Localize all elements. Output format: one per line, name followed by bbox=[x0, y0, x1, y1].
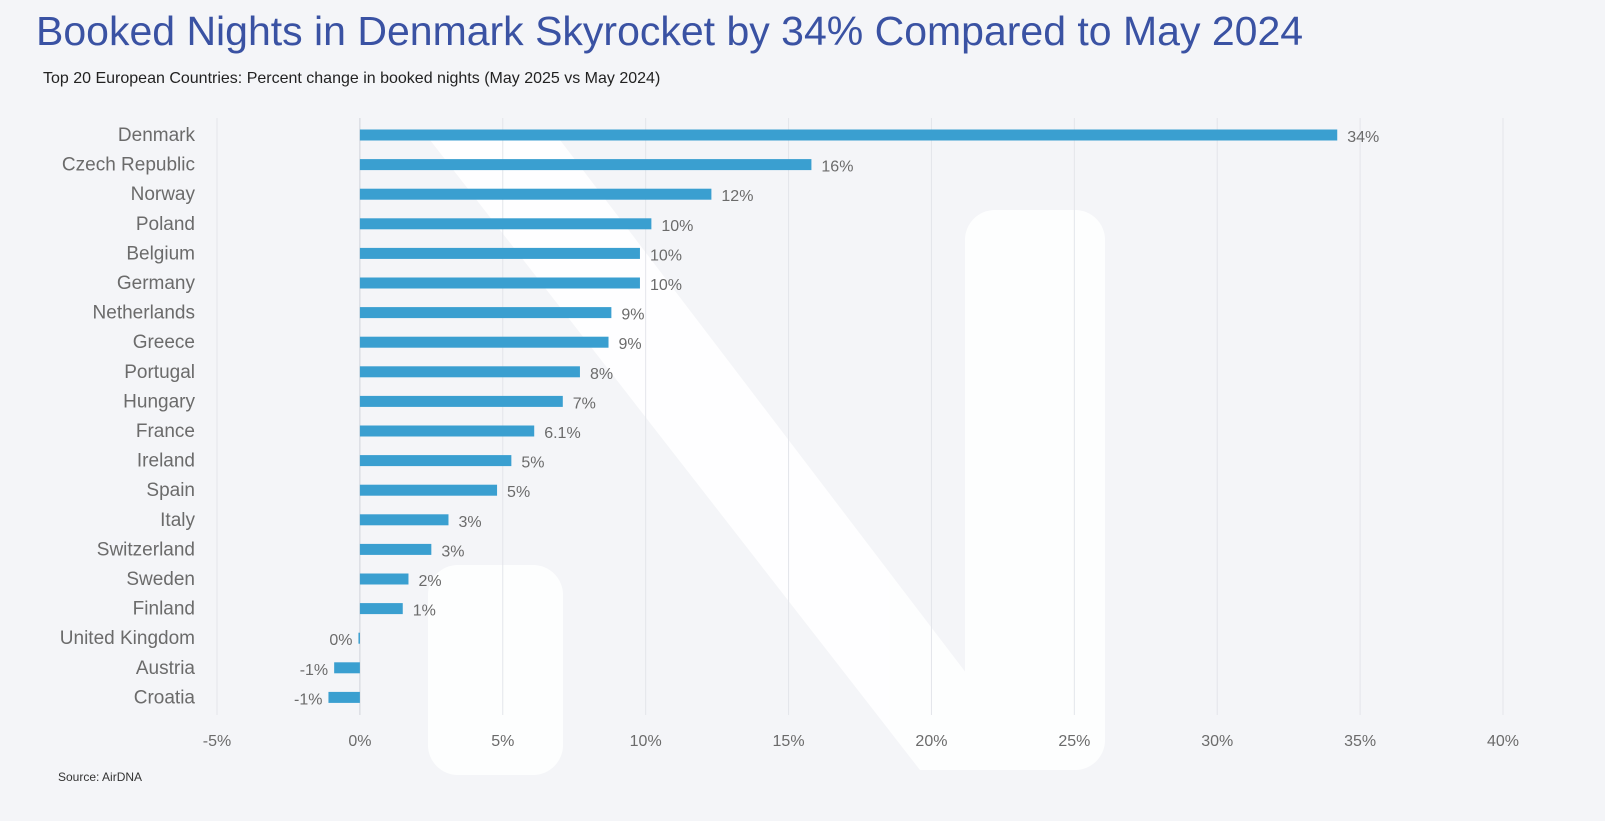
category-label: Germany bbox=[117, 273, 196, 294]
bar bbox=[359, 395, 563, 407]
x-tick-label: 35% bbox=[1344, 733, 1376, 750]
data-label: -1% bbox=[300, 662, 328, 679]
category-label: Ireland bbox=[137, 451, 195, 472]
data-label: 12% bbox=[721, 188, 753, 205]
bar bbox=[359, 218, 652, 230]
chart-subtitle: Top 20 European Countries: Percent chang… bbox=[43, 70, 661, 87]
data-label: 5% bbox=[521, 455, 544, 472]
data-label: 3% bbox=[441, 543, 464, 560]
bar bbox=[359, 129, 1338, 141]
category-label: Norway bbox=[131, 184, 196, 205]
category-label: Austria bbox=[136, 658, 196, 679]
bar bbox=[359, 425, 535, 437]
bar bbox=[359, 455, 512, 467]
x-tick-label: 25% bbox=[1058, 733, 1090, 750]
category-label: Croatia bbox=[134, 687, 196, 708]
category-label: Greece bbox=[133, 332, 195, 353]
data-label: 7% bbox=[573, 395, 596, 412]
bar bbox=[359, 336, 609, 348]
category-label: Switzerland bbox=[97, 539, 195, 560]
category-label: Poland bbox=[136, 214, 195, 235]
data-label: 9% bbox=[619, 336, 642, 353]
category-label: Finland bbox=[133, 599, 195, 620]
bar bbox=[359, 307, 612, 319]
data-label: 16% bbox=[821, 159, 853, 176]
bar bbox=[359, 159, 812, 171]
data-label: 6.1% bbox=[544, 425, 580, 442]
bar bbox=[359, 247, 640, 259]
category-label: Spain bbox=[146, 480, 195, 501]
category-label: Sweden bbox=[126, 569, 195, 590]
x-tick-label: 40% bbox=[1487, 733, 1519, 750]
x-tick-label: 10% bbox=[630, 733, 662, 750]
category-label: Portugal bbox=[124, 362, 195, 383]
category-label: Italy bbox=[160, 510, 195, 531]
x-tick-label: 20% bbox=[915, 733, 947, 750]
data-label: 1% bbox=[413, 603, 436, 620]
data-label: 34% bbox=[1347, 129, 1379, 146]
x-tick-label: -5% bbox=[203, 733, 231, 750]
category-label: Czech Republic bbox=[62, 155, 195, 176]
data-label: 8% bbox=[590, 366, 613, 383]
bar bbox=[334, 662, 360, 674]
data-label: 10% bbox=[650, 247, 682, 264]
bar bbox=[359, 366, 580, 378]
category-label: France bbox=[136, 421, 195, 442]
bar bbox=[328, 691, 360, 703]
data-label: 0% bbox=[329, 632, 352, 649]
bar bbox=[359, 603, 403, 615]
data-label: 10% bbox=[661, 218, 693, 235]
data-label: -1% bbox=[294, 691, 322, 708]
category-label: Netherlands bbox=[93, 303, 195, 324]
x-tick-label: 0% bbox=[348, 733, 371, 750]
bar bbox=[359, 573, 409, 585]
category-label: United Kingdom bbox=[60, 628, 195, 649]
data-label: 3% bbox=[458, 514, 481, 531]
bar bbox=[359, 484, 498, 496]
data-label: 5% bbox=[507, 484, 530, 501]
x-tick-label: 15% bbox=[773, 733, 805, 750]
data-label: 2% bbox=[418, 573, 441, 590]
source-note: Source: AirDNA bbox=[58, 770, 143, 784]
x-tick-label: 5% bbox=[491, 733, 514, 750]
data-label: 10% bbox=[650, 277, 682, 294]
category-label: Denmark bbox=[118, 125, 196, 146]
bar bbox=[359, 277, 640, 289]
data-label: 9% bbox=[621, 307, 644, 324]
bar bbox=[359, 543, 432, 555]
bar bbox=[358, 632, 360, 644]
x-tick-label: 30% bbox=[1201, 733, 1233, 750]
bar bbox=[359, 188, 712, 200]
page-title: Booked Nights in Denmark Skyrocket by 34… bbox=[36, 8, 1304, 54]
category-label: Belgium bbox=[126, 243, 195, 264]
category-label: Hungary bbox=[123, 391, 195, 412]
watermark bbox=[428, 140, 1105, 775]
bar bbox=[359, 514, 449, 526]
